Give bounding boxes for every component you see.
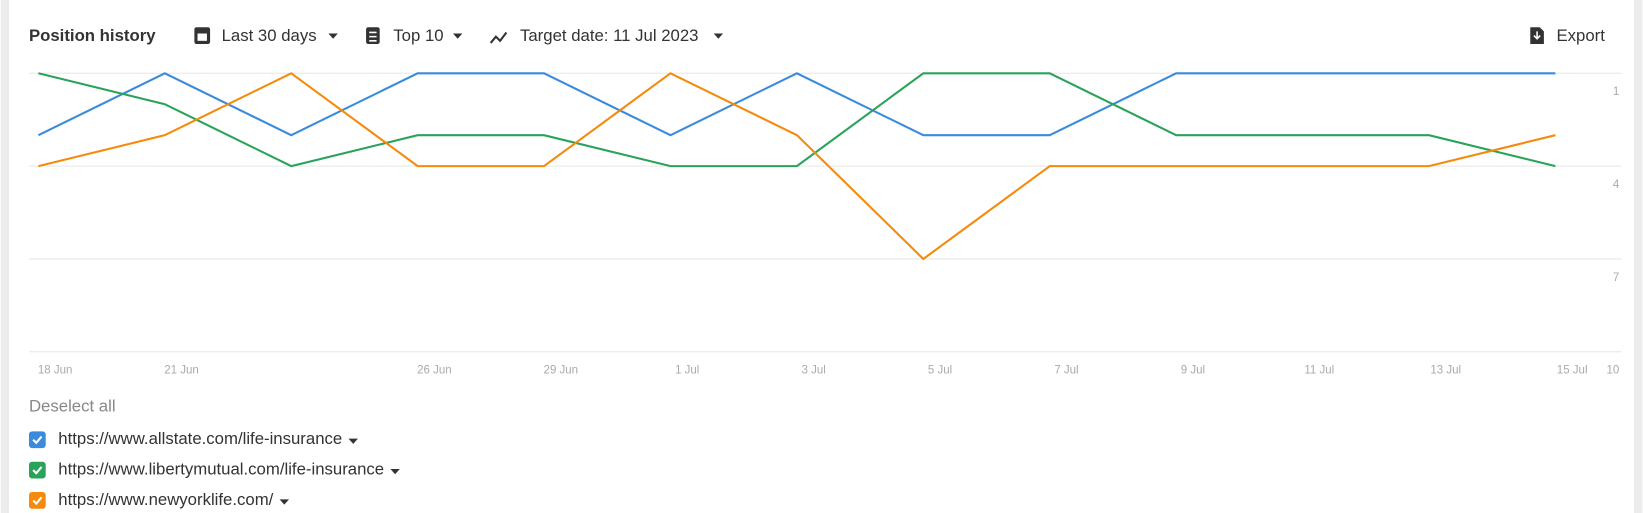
dropdown-arrow bbox=[328, 33, 338, 39]
table-icon-lines bbox=[369, 31, 377, 42]
x-tick-label: 21 Jun bbox=[164, 365, 199, 377]
x-tick-label: 29 Jun bbox=[544, 365, 579, 377]
y-tick-label: 1 bbox=[1613, 86, 1619, 98]
x-tick-label: 26 Jun bbox=[417, 365, 452, 377]
x-tick-label: 9 Jul bbox=[1181, 365, 1205, 377]
x-tick-label: 1 Jul bbox=[675, 365, 699, 377]
period-dropdown[interactable]: Last 30 days bbox=[194, 26, 338, 45]
left-border bbox=[0, 0, 10, 513]
top-label[interactable]: Top 10 bbox=[393, 26, 443, 45]
checkmark bbox=[32, 466, 43, 475]
series-line bbox=[37, 72, 1556, 137]
export-button[interactable]: Export bbox=[1530, 26, 1605, 45]
x-tick-label: 7 Jul bbox=[1054, 365, 1078, 377]
legend-checkbox[interactable] bbox=[28, 492, 46, 509]
legend-label[interactable]: https://www.libertymutual.com/life-insur… bbox=[58, 459, 384, 478]
dropdown-arrow[interactable] bbox=[279, 499, 290, 505]
deselect-all[interactable]: Deselect all bbox=[29, 397, 116, 416]
checkmark bbox=[32, 435, 43, 445]
target-date-dropdown[interactable]: Target date: 11 Jul 2023 bbox=[489, 26, 724, 45]
export-icon-arrow bbox=[1533, 31, 1541, 40]
legend-label[interactable]: https://www.allstate.com/life-insurance bbox=[58, 429, 342, 448]
dropdown-arrow[interactable] bbox=[348, 438, 358, 444]
x-tick-label: 13 Jul bbox=[1430, 365, 1461, 377]
y-tick-label: 4 bbox=[1613, 179, 1620, 191]
target-date-label[interactable]: Target date: 11 Jul 2023 bbox=[520, 26, 698, 45]
chart: 1 4 7 10 18 Jun 21 Jun 26 Jun 29 Jun 1 Jul 3 Jul 5… bbox=[28, 72, 1622, 377]
legend-item[interactable]: https://www.newyorklife.com/ bbox=[28, 490, 290, 509]
checkmark bbox=[32, 496, 43, 506]
trend-icon bbox=[489, 31, 508, 44]
x-tick-label: 18 Jun bbox=[38, 365, 73, 377]
calendar-icon-inner bbox=[197, 33, 207, 41]
period-label[interactable]: Last 30 days bbox=[222, 26, 317, 45]
dropdown-arrow bbox=[452, 33, 463, 39]
series-line bbox=[38, 72, 1556, 261]
dropdown-arrow bbox=[713, 33, 724, 39]
legend-item[interactable]: https://www.allstate.com/life-insurance bbox=[28, 429, 358, 449]
legend-item[interactable]: https://www.libertymutual.com/life-insur… bbox=[28, 459, 400, 479]
panel-title: Position history bbox=[29, 26, 156, 45]
x-tick-label: 11 Jul bbox=[1304, 365, 1334, 377]
right-border bbox=[1633, 0, 1643, 513]
top-dropdown[interactable]: Top 10 bbox=[366, 26, 463, 45]
legend-checkbox[interactable] bbox=[28, 461, 46, 479]
x-tick-label: 5 Jul bbox=[928, 365, 952, 377]
legend-label[interactable]: https://www.newyorklife.com/ bbox=[58, 490, 273, 509]
series-line bbox=[38, 72, 1556, 168]
x-tick-label: 3 Jul bbox=[801, 365, 825, 377]
export-label[interactable]: Export bbox=[1556, 26, 1605, 45]
x-tick-label: 15 Jul bbox=[1557, 365, 1588, 377]
legend: https://www.allstate.com/life-insurance h… bbox=[28, 429, 400, 509]
legend-checkbox[interactable] bbox=[28, 431, 46, 449]
dropdown-arrow[interactable] bbox=[390, 469, 400, 475]
y-tick-label: 10 bbox=[1606, 365, 1619, 377]
y-tick-label: 7 bbox=[1613, 272, 1619, 284]
table-icon bbox=[366, 27, 380, 44]
